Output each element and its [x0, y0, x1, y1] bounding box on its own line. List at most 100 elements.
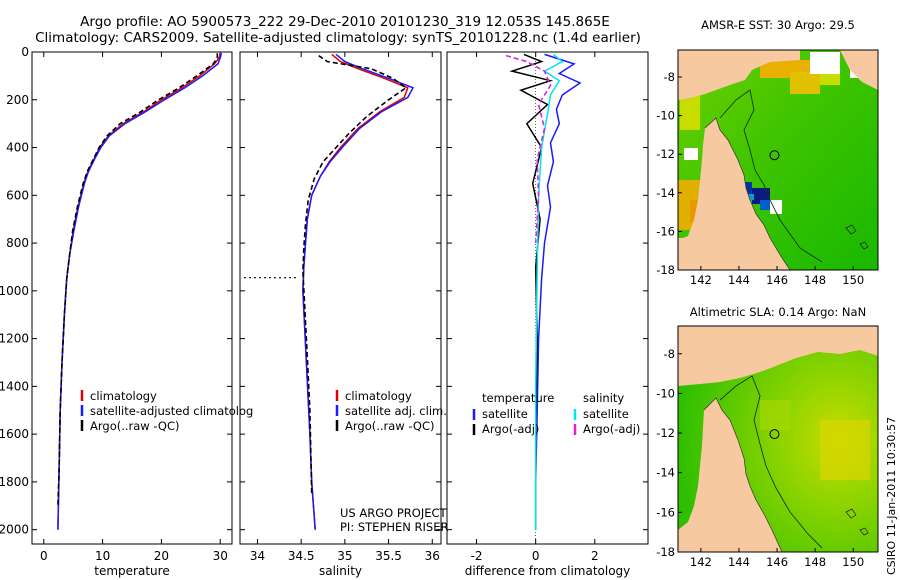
- depth-tick-label: 1800: [0, 475, 29, 489]
- sla-coast-outline: [703, 397, 783, 552]
- depth-tick-label: 1000: [0, 284, 29, 298]
- depth-tick-label: 600: [6, 188, 29, 202]
- salinity-series-0: [302, 53, 409, 530]
- sla-map-y-tick-label: -12: [656, 426, 675, 440]
- temperature-series-1: [57, 53, 223, 530]
- sst-nodata: [770, 200, 782, 214]
- difference-x-tick-label: 2: [591, 549, 599, 563]
- sst-map-y-tick-label: -8: [664, 70, 675, 84]
- sla-land-png: [678, 326, 878, 386]
- sst-island: [845, 224, 869, 250]
- sla-island: [845, 508, 869, 536]
- salinity-x-tick-label: 36: [425, 549, 440, 563]
- depth-tick-label: 2000: [0, 523, 29, 537]
- sst-land-png: [678, 50, 800, 100]
- difference-x-tick-label: 0: [532, 549, 540, 563]
- temperature-panel: 0 10 20 30 temperature 0 200 400 600 800 1000 1200 1…: [0, 45, 253, 578]
- pi-label: PI: STEPHEN RISER: [340, 520, 449, 534]
- sst-land-png-east: [840, 50, 878, 90]
- project-label: US ARGO PROJECT: [340, 506, 448, 520]
- salinity-plot-frame: [239, 51, 442, 545]
- sla-map-x-tick-label: 150: [842, 555, 864, 569]
- sst-cold-patch: [742, 182, 752, 194]
- sla-map-panel: Altimetric SLA: 0.14 Argo: NaN 142 144 146…: [656, 305, 879, 569]
- sst-map-y-tick-label: -10: [656, 109, 675, 123]
- sla-map-y-tick-label: -18: [656, 545, 675, 559]
- sst-map-title: AMSR-E SST: 30 Argo: 29.5: [701, 18, 855, 32]
- sst-map-x-tick-label: 150: [842, 273, 864, 287]
- difference-series-3: [505, 54, 552, 244]
- sla-bright-patch: [760, 400, 790, 430]
- sst-cold-patch: [760, 200, 772, 210]
- difference-legend-label: Argo(-adj): [583, 422, 640, 436]
- temperature-x-tick-label: 0: [40, 549, 48, 563]
- sla-map-x-tick-label: 142: [690, 555, 712, 569]
- csiro-timestamp: CSIRO 11-Jan-2011 10:30:57: [885, 417, 898, 575]
- temperature-legend-label: Argo(..raw -QC): [90, 419, 180, 433]
- sla-reef-contour: [719, 375, 823, 549]
- figure-subtitle: Climatology: CARS2009. Satellite-adjuste…: [35, 30, 641, 46]
- sst-nodata: [810, 52, 840, 74]
- depth-tick-label: 1600: [0, 427, 29, 441]
- sla-map-y-tick-label: -14: [656, 466, 675, 480]
- difference-series-0: [534, 53, 582, 530]
- salinity-panel: 34 34.5 35 35.5 36 salinity climatologysatelli…: [239, 51, 447, 578]
- salinity-x-tick-label: 35.5: [375, 549, 402, 563]
- depth-tick-label: 400: [6, 141, 29, 155]
- temperature-legend-label: satellite-adjusted climatolog: [90, 404, 253, 418]
- salinity-series-1: [302, 53, 415, 530]
- sst-land-strip: [678, 238, 692, 270]
- sst-map-y-tick-label: -18: [656, 263, 675, 277]
- salinity-legend-label: Argo(..raw -QC): [345, 419, 435, 433]
- sst-map-frame: [677, 49, 879, 271]
- sst-map-panel: AMSR-E SST: 30 Argo: 29.5: [656, 18, 879, 287]
- salinity-x-tick-label: 34.5: [288, 549, 315, 563]
- sla-map-y-tick-label: -8: [664, 347, 675, 361]
- temperature-series-0: [57, 53, 221, 530]
- sla-map-x-tick-label: 144: [728, 555, 750, 569]
- difference-legend-heading: temperature: [482, 391, 554, 405]
- depth-tick-label: 1200: [0, 332, 29, 346]
- sla-map-x-tick-label: 148: [804, 555, 826, 569]
- sst-land-cape-york: [678, 118, 790, 270]
- sst-map-x-tick-label: 148: [804, 273, 826, 287]
- difference-plot-frame: [446, 51, 649, 545]
- sst-nodata: [684, 148, 698, 160]
- difference-legend-label: satellite: [482, 407, 528, 421]
- difference-series-2: [534, 53, 564, 530]
- salinity-x-axis-label: salinity: [319, 564, 362, 578]
- sst-map-x-tick-label: 146: [766, 273, 788, 287]
- sla-land-cape-york: [678, 398, 782, 552]
- figure-title: Argo profile: AO 5900573_222 29-Dec-2010…: [80, 14, 610, 30]
- temperature-legend-label: climatology: [90, 389, 157, 403]
- depth-tick-label: 800: [6, 236, 29, 250]
- salinity-series-2: [302, 54, 408, 494]
- sst-warm-patch: [690, 200, 700, 222]
- sla-map-frame: [677, 325, 879, 553]
- difference-legend-label: Argo(-adj): [482, 422, 539, 436]
- sst-map-x-tick-label: 142: [690, 273, 712, 287]
- difference-x-tick-label: -2: [471, 549, 483, 563]
- salinity-x-tick-label: 34: [250, 549, 265, 563]
- sst-cold-patch: [748, 194, 754, 200]
- sla-map-y-tick-label: -10: [656, 386, 675, 400]
- sst-map-x-tick-label: 144: [728, 273, 750, 287]
- sst-warm-patch: [790, 72, 820, 94]
- temperature-x-axis-label: temperature: [94, 564, 169, 578]
- difference-legend-heading: salinity: [583, 391, 624, 405]
- salinity-legend-label: climatology: [345, 389, 412, 403]
- difference-legend-label: satellite: [583, 407, 629, 421]
- sla-argo-marker: [769, 429, 780, 440]
- temperature-series-2: [57, 53, 219, 506]
- salinity-legend-label: satellite adj. clim.: [345, 404, 447, 418]
- sst-warm-patch: [680, 90, 700, 130]
- temperature-x-tick-label: 30: [213, 549, 228, 563]
- temperature-x-tick-label: 10: [95, 549, 110, 563]
- sst-map-y-tick-label: -12: [656, 147, 675, 161]
- sla-map-x-tick-label: 146: [766, 555, 788, 569]
- temperature-plot-frame: [31, 51, 233, 545]
- sla-map-title: Altimetric SLA: 0.14 Argo: NaN: [690, 305, 866, 319]
- sst-argo-marker: [769, 150, 780, 161]
